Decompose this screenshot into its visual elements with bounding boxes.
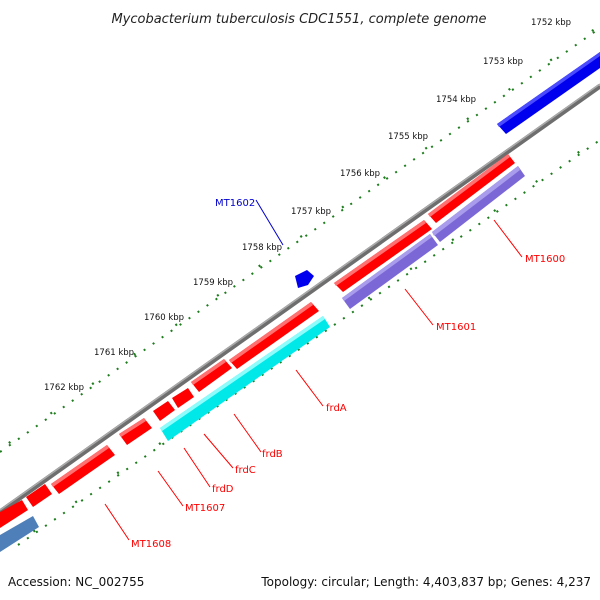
gene-label-mt1608[interactable]: MT1608 bbox=[131, 539, 171, 550]
gene-label-mt1602[interactable]: MT1602 bbox=[215, 198, 255, 209]
gene-label-mt1601[interactable]: MT1601 bbox=[436, 322, 476, 333]
gene-frda[interactable] bbox=[229, 302, 319, 369]
gene-frdd[interactable] bbox=[153, 401, 175, 421]
scale-labels: 1752 kbp 1753 kbp 1754 kbp 1755 kbp 1756… bbox=[44, 18, 571, 393]
gene-mt1601-shade bbox=[342, 234, 432, 301]
gene-mt1602[interactable] bbox=[295, 270, 314, 288]
gene-mt1607[interactable] bbox=[119, 418, 152, 445]
gene-mt1600[interactable] bbox=[432, 166, 525, 242]
gene-frda-shade bbox=[229, 302, 313, 363]
gene-cyan[interactable] bbox=[160, 316, 330, 441]
gene-frdc[interactable] bbox=[172, 388, 194, 408]
scale-label: 1753 kbp bbox=[483, 57, 523, 67]
gene-mt1607-shade bbox=[119, 418, 146, 437]
genome-backbone bbox=[0, 83, 600, 515]
gene-label-mt1600[interactable]: MT1600 bbox=[525, 254, 565, 265]
gene-red-edge-left[interactable] bbox=[0, 500, 28, 528]
gene-mt1608-shade bbox=[51, 445, 109, 487]
gene-red-upper-1-shade bbox=[428, 154, 510, 217]
gene-mt1601[interactable] bbox=[342, 234, 438, 309]
gene-frdb[interactable] bbox=[191, 359, 232, 392]
gene-label-frdc[interactable]: frdC bbox=[235, 465, 256, 476]
gene-frdb-shade bbox=[191, 359, 226, 385]
gene-red-upper-1[interactable] bbox=[428, 154, 515, 223]
gene-label-frda[interactable]: frdA bbox=[326, 403, 347, 414]
gene-label-frdb[interactable]: frdB bbox=[262, 449, 283, 460]
scale-label: 1756 kbp bbox=[340, 169, 380, 179]
scale-label: 1757 kbp bbox=[291, 207, 331, 217]
gene-mt1600-shade bbox=[432, 166, 520, 236]
gene-cyan-shade bbox=[160, 316, 325, 431]
gene-label-mt1607[interactable]: MT1607 bbox=[185, 503, 225, 514]
scale-label: 1761 kbp bbox=[94, 348, 134, 358]
gene-red-upper-2-shade bbox=[334, 220, 426, 286]
gene-mt1608[interactable] bbox=[51, 445, 115, 494]
scale-label: 1752 kbp bbox=[531, 18, 571, 28]
scale-label: 1754 kbp bbox=[436, 95, 476, 105]
scale-label: 1760 kbp bbox=[144, 313, 184, 323]
gene-blue-top-highlight bbox=[497, 52, 600, 127]
gene-labels: MT1600 MT1601 MT1602 frdA frdB frdC frdD… bbox=[131, 198, 565, 550]
scale-label: 1762 kbp bbox=[44, 383, 84, 393]
gene-label-frdd[interactable]: frdD bbox=[212, 484, 234, 495]
reverse-genes bbox=[0, 166, 525, 552]
forward-genes bbox=[0, 52, 600, 528]
scale-label: 1759 kbp bbox=[193, 278, 233, 288]
outer-tick-ring bbox=[0, 25, 600, 453]
topology-text: Topology: circular; Length: 4,403,837 bp… bbox=[260, 575, 591, 589]
gene-red-upper-2[interactable] bbox=[334, 220, 432, 292]
accession-text: Accession: NC_002755 bbox=[8, 575, 144, 589]
callout-lines bbox=[104, 199, 523, 541]
map-title: Mycobacterium tuberculosis CDC1551, comp… bbox=[111, 12, 486, 27]
gene-steelblue[interactable] bbox=[0, 516, 39, 552]
scale-label: 1755 kbp bbox=[388, 132, 428, 142]
scale-label: 1758 kbp bbox=[242, 243, 282, 253]
gene-red-small-left[interactable] bbox=[26, 484, 52, 507]
